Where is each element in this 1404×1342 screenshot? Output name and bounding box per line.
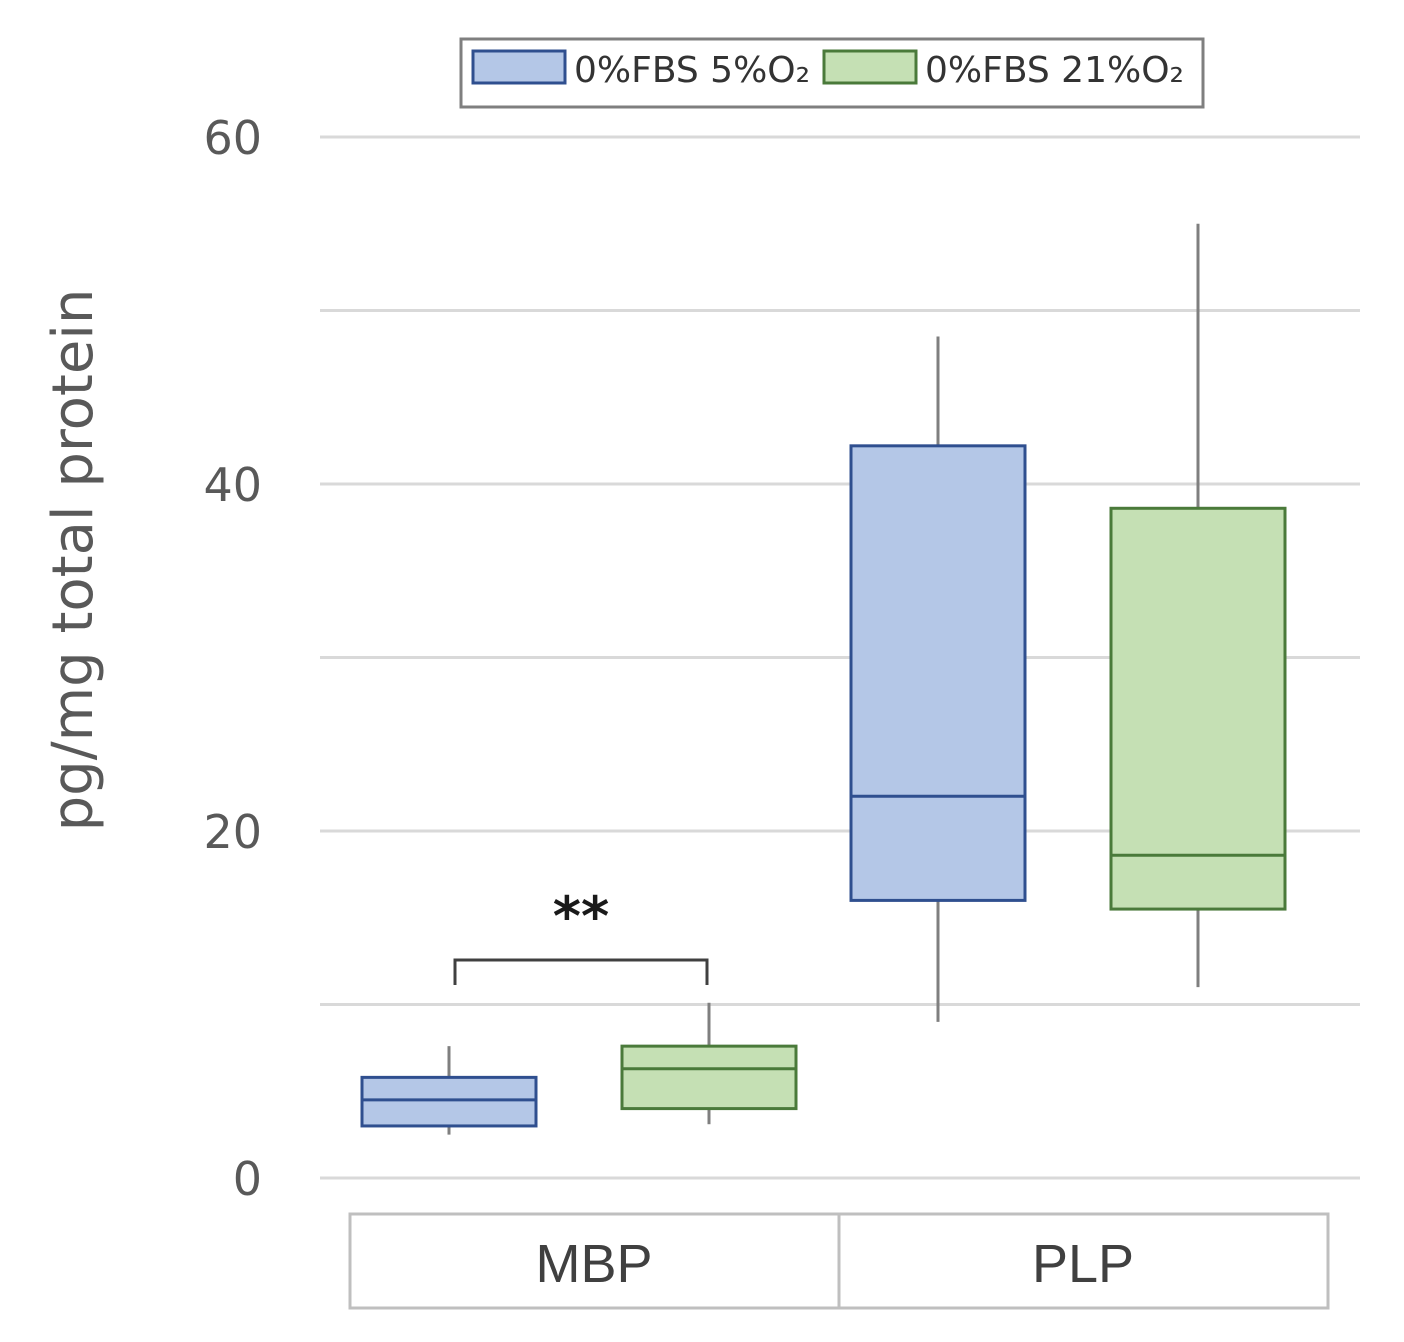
legend-swatch-21o2 <box>822 49 918 85</box>
box-iqr <box>849 444 1027 902</box>
box-iqr <box>360 1075 538 1128</box>
bracket-line <box>453 958 709 985</box>
box-0-fbs-5-o--mbp <box>360 1046 538 1135</box>
y-tick-label: 20 <box>203 805 262 859</box>
y-axis-ticks: 0 20 40 60 <box>203 111 262 1206</box>
y-tick-label: 0 <box>233 1152 262 1206</box>
grid-lines <box>320 135 1360 1180</box>
box-iqr <box>620 1044 798 1111</box>
box-0-fbs-21-o--plp <box>1109 223 1287 988</box>
category-axis-table: MBP PLP <box>348 1212 1330 1310</box>
category-label-plp: PLP <box>1032 1234 1134 1294</box>
legend: 0%FBS 5%O₂ 0%FBS 21%O₂ <box>459 37 1205 109</box>
box-0-fbs-21-o--mbp <box>620 1002 798 1125</box>
legend-label-21o2: 0%FBS 21%O₂ <box>925 50 1184 91</box>
box-series <box>360 223 1287 1135</box>
legend-swatch-5o2 <box>471 49 567 85</box>
box-0-fbs-5-o--plp <box>849 336 1027 1022</box>
legend-label-5o2: 0%FBS 5%O₂ <box>574 50 810 91</box>
significance-label: ** <box>553 885 609 948</box>
significance-bracket: ** <box>453 885 709 985</box>
box-iqr <box>1109 506 1287 911</box>
y-tick-label: 40 <box>203 458 262 512</box>
y-axis-label: pg/mg total protein <box>41 289 106 832</box>
y-tick-label: 60 <box>203 111 262 165</box>
category-label-mbp: MBP <box>535 1234 652 1294</box>
